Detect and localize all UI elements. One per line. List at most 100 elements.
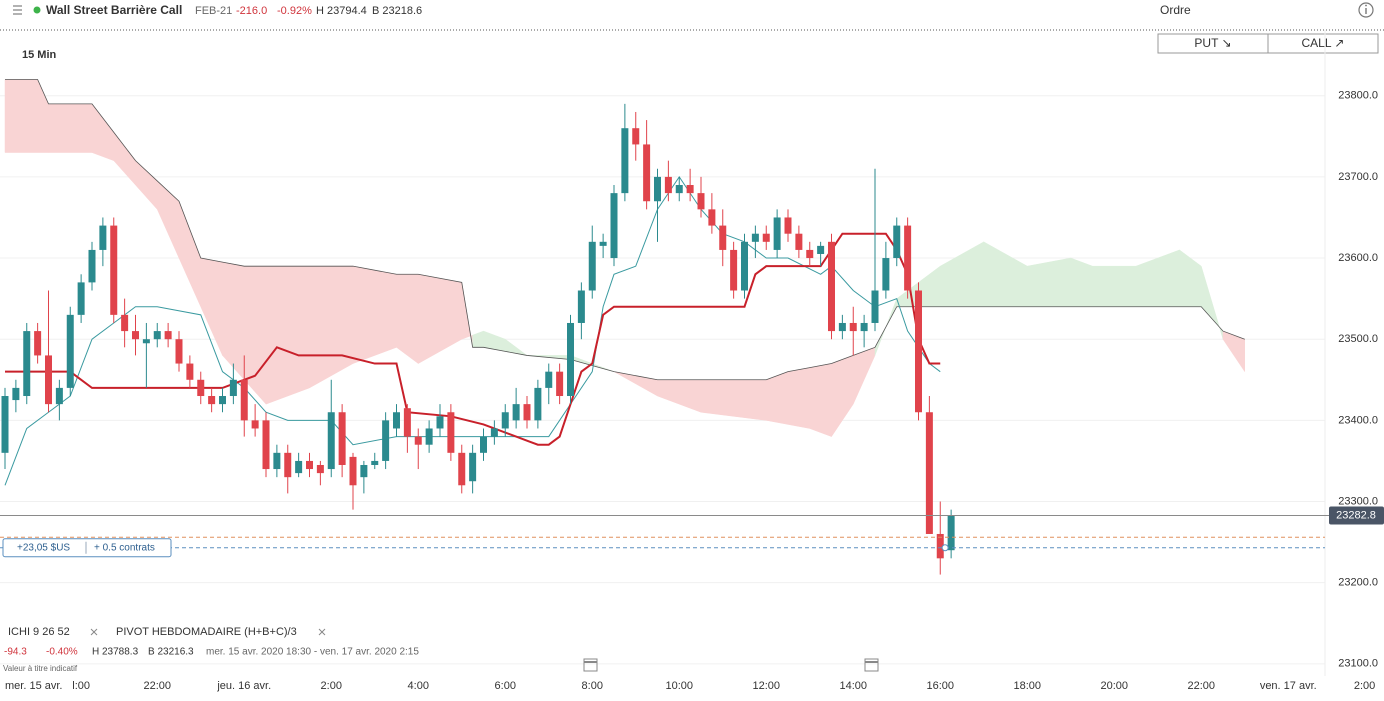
candle-body — [545, 371, 553, 388]
candle-body — [817, 245, 825, 254]
candle-body — [523, 404, 531, 421]
candle-body — [99, 225, 107, 250]
y-tick-label: 23600.0 — [1338, 252, 1378, 264]
candle-body — [142, 339, 150, 344]
x-tick-label: 10:00 — [665, 680, 693, 692]
price-badge-label: 23282.8 — [1336, 509, 1376, 521]
candle-body — [469, 452, 477, 482]
put-label[interactable]: PUT ↘ — [1194, 36, 1231, 50]
close-icon[interactable] — [90, 628, 98, 636]
cloud-segment — [1070, 257, 1093, 307]
cloud-segment — [809, 363, 832, 437]
calendar-icon[interactable] — [583, 658, 598, 672]
candle-body — [893, 225, 901, 259]
note: Valeur à titre indicatif — [3, 664, 78, 673]
order-label[interactable]: Ordre — [1160, 3, 1191, 17]
candle-body — [77, 282, 85, 315]
candle-body — [66, 314, 74, 388]
candle-body — [773, 217, 781, 250]
change-pct: -0.92% — [277, 5, 312, 17]
info-icon[interactable] — [1358, 2, 1374, 18]
candle-body — [425, 428, 433, 445]
candle-body — [828, 241, 835, 332]
candle-body — [741, 241, 748, 291]
candle-body — [240, 379, 248, 421]
candle-body — [164, 331, 172, 340]
candle-body — [936, 533, 944, 559]
candle-body — [697, 193, 705, 210]
footer-change-pct: -0.40% — [46, 647, 78, 658]
high: H 23794.4 — [316, 5, 367, 17]
x-tick-label: jeu. 16 avr. — [216, 680, 271, 692]
candle-body — [806, 249, 814, 259]
menu-icon[interactable] — [13, 5, 22, 15]
candle-body — [132, 331, 139, 340]
x-tick-label: 6:00 — [495, 680, 516, 692]
candle-body — [556, 371, 564, 397]
x-tick-label: 8:00 — [582, 680, 603, 692]
candle-body — [110, 225, 118, 315]
indicator-pivot: PIVOT HEBDOMADAIRE (H+B+C)/3 — [116, 626, 297, 638]
status-dot — [33, 6, 41, 14]
candle-body — [371, 460, 379, 465]
candle-body — [349, 456, 357, 486]
candle-body — [121, 314, 129, 332]
low: B 23218.6 — [372, 5, 422, 17]
y-tick-label: 23700.0 — [1338, 171, 1378, 183]
candle-body — [327, 412, 335, 470]
candle-body — [436, 416, 444, 429]
footer-range: mer. 15 avr. 2020 18:30 - ven. 17 avr. 2… — [206, 647, 419, 658]
candle-body — [904, 225, 912, 291]
candle-body — [643, 144, 651, 202]
candle-body — [34, 331, 42, 356]
candle-body — [730, 249, 738, 291]
candle-body — [88, 249, 96, 283]
candle-body — [947, 515, 955, 551]
candle-body — [762, 233, 770, 242]
y-tick-label: 23400.0 — [1338, 414, 1378, 426]
candle-body — [360, 464, 368, 478]
candle-body — [219, 396, 226, 405]
candle-body — [599, 241, 607, 246]
candle-body — [675, 185, 683, 194]
cloud-segment — [4, 79, 38, 153]
y-tick-label: 23200.0 — [1338, 577, 1378, 589]
x-tick-label: l:00 — [72, 680, 90, 692]
candle-body — [654, 176, 661, 202]
plot: 23100.0 23200.0 23300.0 23400.0 23500.0 23600… — [0, 30, 1384, 692]
y-tick-label: 23500.0 — [1338, 333, 1378, 345]
candle-body — [915, 290, 922, 413]
instrument-title: Wall Street Barrière Call — [46, 3, 182, 17]
call-button[interactable] — [1267, 33, 1379, 54]
x-tick-label: 14:00 — [839, 680, 867, 692]
change: -216.0 — [236, 5, 267, 17]
x-tick-label: ven. 17 avr. — [1260, 680, 1317, 692]
candle-body — [686, 185, 694, 194]
candle-body — [925, 412, 933, 534]
cloud-segment — [787, 367, 810, 429]
x-tick-label: 22:00 — [143, 680, 171, 692]
x-tick-label: 4:00 — [408, 680, 429, 692]
price-badge — [1329, 506, 1384, 525]
calendar-icon[interactable] — [864, 658, 879, 672]
close-icon[interactable] — [318, 628, 326, 636]
call-label[interactable]: CALL ↗ — [1302, 36, 1345, 50]
candle-body — [1, 396, 9, 453]
position-badge — [2, 538, 172, 558]
x-tick-label: 18:00 — [1013, 680, 1041, 692]
candle-body — [501, 412, 509, 429]
footer-low: B 23216.3 — [148, 647, 194, 658]
candle-body — [480, 436, 487, 453]
candle-body — [186, 363, 194, 380]
cloud-segment — [1092, 265, 1137, 307]
candle-body — [447, 412, 455, 453]
candle-body — [382, 420, 390, 461]
candle-body — [338, 412, 346, 465]
candle-body — [403, 408, 411, 437]
candle-body — [632, 128, 640, 145]
candle-body — [306, 460, 313, 470]
candle-body — [262, 420, 270, 470]
candle-body — [23, 331, 31, 397]
footer-change: -94.3 — [4, 647, 27, 658]
